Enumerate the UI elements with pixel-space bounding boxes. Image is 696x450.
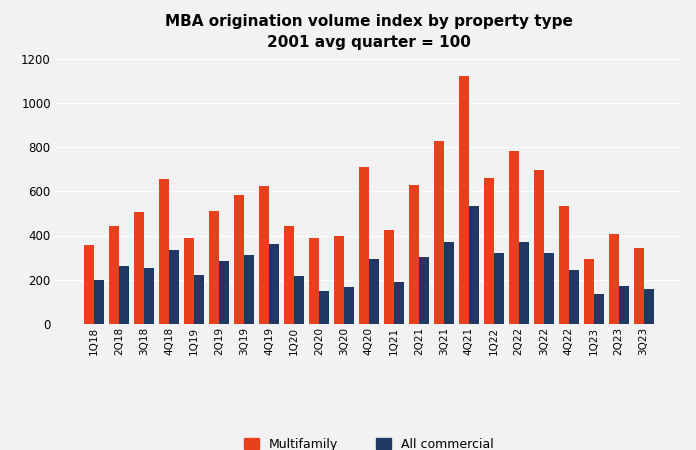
Bar <box>619 286 628 324</box>
Bar <box>644 288 654 324</box>
Bar <box>169 250 179 324</box>
Bar <box>159 179 169 324</box>
Bar <box>409 184 419 324</box>
Bar <box>484 178 493 324</box>
Bar <box>94 280 104 324</box>
Bar <box>469 206 479 324</box>
Bar <box>84 245 94 324</box>
Bar <box>319 291 329 324</box>
Bar <box>544 253 554 324</box>
Bar <box>244 256 254 324</box>
Legend: Multifamily, All commercial: Multifamily, All commercial <box>239 433 498 450</box>
Bar <box>394 282 404 324</box>
Bar <box>194 275 204 324</box>
Bar <box>419 256 429 324</box>
Bar <box>144 268 154 324</box>
Bar <box>219 261 229 324</box>
Bar <box>559 206 569 324</box>
Bar <box>109 225 119 324</box>
Bar <box>234 194 244 324</box>
Bar <box>309 238 319 324</box>
Bar <box>209 211 219 324</box>
Bar <box>134 212 144 324</box>
Bar <box>584 259 594 324</box>
Bar <box>344 288 354 324</box>
Bar <box>119 266 129 324</box>
Bar <box>509 151 519 324</box>
Bar <box>294 276 304 324</box>
Bar <box>534 170 544 324</box>
Bar <box>519 242 529 324</box>
Bar <box>434 141 444 324</box>
Bar <box>184 238 194 324</box>
Bar <box>633 248 644 324</box>
Bar <box>384 230 394 324</box>
Title: MBA origination volume index by property type
2001 avg quarter = 100: MBA origination volume index by property… <box>165 14 573 50</box>
Bar <box>269 244 279 324</box>
Bar <box>284 225 294 324</box>
Bar <box>444 242 454 324</box>
Bar <box>459 76 469 324</box>
Bar <box>369 259 379 324</box>
Bar <box>334 235 344 324</box>
Bar <box>259 186 269 324</box>
Bar <box>608 234 619 324</box>
Bar <box>569 270 578 324</box>
Bar <box>594 294 603 324</box>
Bar <box>493 253 504 324</box>
Bar <box>359 167 369 324</box>
